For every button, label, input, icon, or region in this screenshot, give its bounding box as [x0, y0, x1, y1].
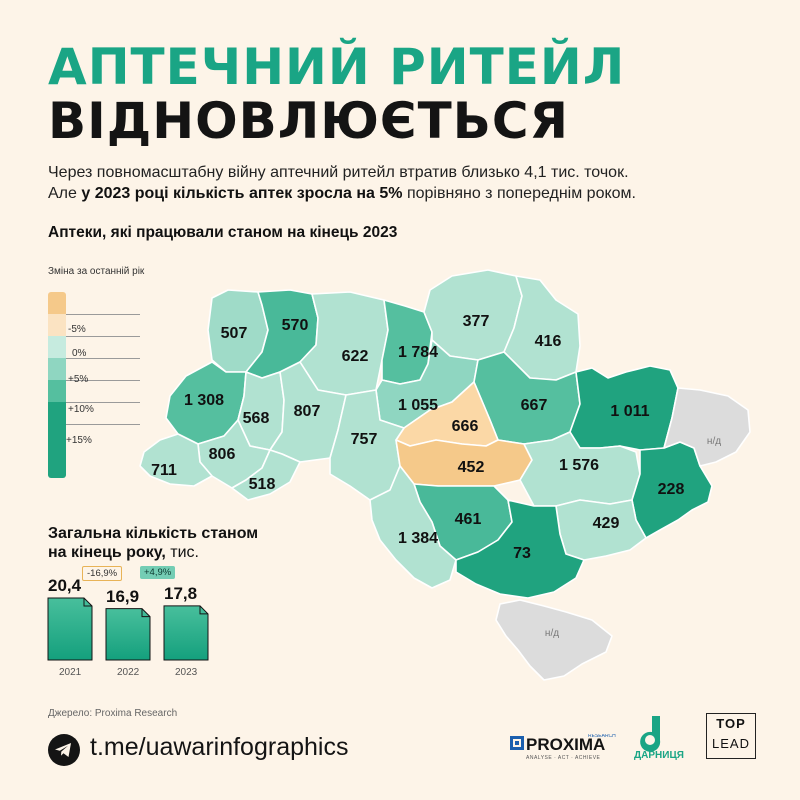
legend-swatch-plus5 — [48, 336, 66, 358]
totals-title-text: на кінець року, — [48, 544, 166, 561]
region-label-cherkasy: 666 — [452, 418, 479, 435]
region-crimea — [495, 599, 613, 681]
region-label-odesa: 1 384 — [398, 530, 438, 547]
region-zakarpattia — [139, 433, 213, 487]
intro-line-2-end: порівняно з попереднім роком. — [402, 185, 636, 202]
region-label-kyiv-oblast: 1 055 — [398, 397, 438, 414]
region-donetsk — [663, 387, 751, 467]
totals-title: Загальна кількість станом на кінець року… — [48, 524, 258, 562]
legend-swatch-0 — [48, 314, 66, 336]
svg-text:ANALYSE · ACT · ACHIEVE: ANALYSE · ACT · ACHIEVE — [526, 755, 601, 761]
legend-tick — [66, 424, 140, 425]
totals-bar-2021 — [47, 597, 93, 661]
region-label-chernihiv: 377 — [463, 313, 490, 330]
region-label-lviv: 1 308 — [184, 392, 224, 409]
legend-swatch-minus5 — [48, 292, 66, 314]
intro-line-2-start: Але — [48, 185, 82, 202]
totals-change-badge: -16,9% — [82, 566, 123, 581]
region-label-ivano-frankivsk: 806 — [209, 446, 236, 463]
svg-text:RESEARCH: RESEARCH — [588, 734, 616, 739]
region-label-crimea: н/д — [545, 628, 559, 639]
totals-bar-2023 — [163, 605, 209, 661]
region-kherson — [455, 499, 585, 599]
region-chernivtsi — [231, 449, 301, 501]
totals-bar-fold — [199, 605, 208, 615]
legend-swatch-plus10 — [48, 358, 66, 380]
totals-bar-value-2022: 16,9 — [106, 586, 140, 606]
region-label-khmelnytskyi: 807 — [294, 403, 321, 420]
totals-title-line-2: на кінець року, тис. — [48, 543, 258, 562]
region-label-zhytomyr: 622 — [342, 348, 369, 365]
region-label-zaporizhzhia: 429 — [593, 515, 620, 532]
region-label-zakarpattia: 711 — [151, 462, 177, 479]
totals-bar-value-2021: 20,4 — [48, 576, 82, 595]
region-label-mykolaiv: 461 — [455, 511, 482, 528]
proxima-logo: PROXIMA RESEARCH ANALYSE · ACT · ACHIEVE — [510, 733, 618, 769]
legend-tick — [66, 358, 140, 359]
proxima-logo-graphic: PROXIMA RESEARCH ANALYSE · ACT · ACHIEVE — [510, 733, 616, 761]
region-khmelnytskyi — [269, 361, 347, 463]
totals-bar-value-2023: 17,8 — [164, 583, 198, 603]
totals-title-line-1: Загальна кількість станом — [48, 525, 259, 542]
intro-line-1: Через повномасштабну війну аптечний рите… — [48, 164, 629, 181]
toplead-logo-lead: LEAD — [712, 736, 750, 751]
region-label-kherson: 73 — [513, 545, 531, 562]
totals-year-2021: 2021 — [59, 667, 82, 678]
region-label-luhansk: 228 — [658, 481, 685, 498]
intro-text: Через повномасштабну війну аптечний рите… — [48, 162, 636, 204]
region-label-poltava: 667 — [521, 397, 548, 414]
legend-swatch-plus15 — [48, 380, 66, 402]
region-label-rivne: 570 — [282, 317, 309, 334]
totals-unit: тис. — [165, 544, 199, 561]
legend-label-plus15: +15% — [66, 435, 92, 446]
darnytsia-logo-graphic: ДАРНИЦЯ — [634, 716, 684, 761]
region-label-chernivtsi: 518 — [249, 476, 276, 493]
totals-bar-fold — [141, 608, 150, 618]
legend-label-0: 0% — [72, 348, 87, 359]
totals-bar-2022 — [105, 608, 151, 661]
telegram-link[interactable]: t.me/uawarinfographics — [90, 733, 349, 761]
totals-bar-fold — [83, 598, 92, 607]
region-label-kirovohrad: 452 — [458, 459, 485, 476]
region-label-sumy: 416 — [535, 333, 562, 350]
toplead-logo: TOP LEAD — [706, 713, 756, 759]
totals-change-badge: +4,9% — [140, 566, 176, 579]
source-note: Джерело: Proxima Research — [48, 708, 178, 719]
telegram-glyph — [55, 743, 71, 757]
map-title: Аптеки, які працювали станом на кінець 2… — [48, 224, 398, 241]
title-line-1: АПТЕЧНИЙ РИТЕЙЛ — [48, 38, 626, 96]
legend-swatch-max — [48, 402, 66, 478]
legend-tick — [66, 336, 140, 337]
region-label-volyn: 507 — [221, 325, 248, 342]
legend-tick — [66, 380, 140, 381]
svg-text:PROXIMA: PROXIMA — [526, 735, 605, 754]
region-label-vinnytsia: 757 — [351, 431, 378, 448]
intro-highlight: у 2023 році кількість аптек зросла на 5% — [81, 185, 403, 202]
region-label-kharkiv: 1 011 — [610, 403, 649, 420]
totals-year-2022: 2022 — [117, 667, 140, 678]
legend-tick — [66, 314, 140, 315]
region-label-ternopil: 568 — [243, 410, 270, 427]
darnytsia-logo: ДАРНИЦЯ — [628, 712, 690, 765]
telegram-icon[interactable] — [48, 734, 80, 766]
intro-line-2: Але у 2023 році кількість аптек зросла н… — [48, 183, 636, 204]
region-label-dnipro: 1 576 — [559, 457, 599, 474]
svg-text:ДАРНИЦЯ: ДАРНИЦЯ — [634, 750, 684, 760]
totals-year-2023: 2023 — [175, 667, 198, 678]
legend-tick — [66, 402, 140, 403]
legend-label-minus5: -5% — [68, 324, 86, 335]
region-label-kyiv: 1 784 — [398, 344, 438, 361]
legend-title: Зміна за останній рік — [48, 266, 145, 277]
region-label-donetsk: н/д — [707, 436, 721, 447]
legend-label-plus5: +5% — [68, 374, 89, 385]
toplead-logo-top: TOP — [716, 716, 746, 731]
title-line-2: ВІДНОВЛЮЄТЬСЯ — [48, 92, 570, 150]
ukraine-map: 507 570 622 1 784 377 416 1 308 568 807 … — [139, 269, 751, 681]
legend-label-plus10: +10% — [68, 404, 94, 415]
